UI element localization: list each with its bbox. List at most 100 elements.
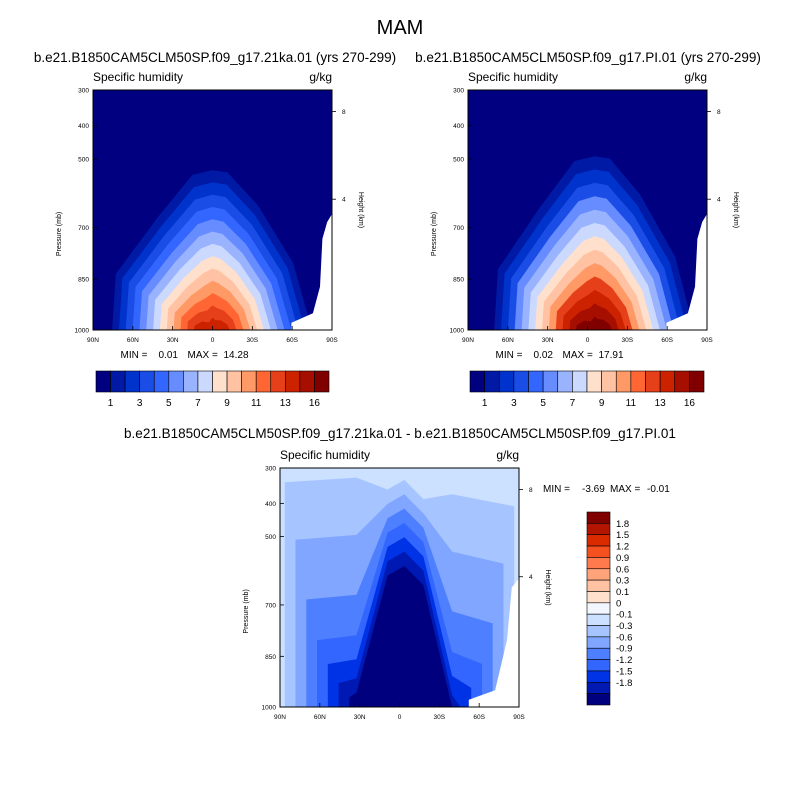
colorbar-box — [299, 370, 315, 393]
colorbar-box — [586, 681, 611, 694]
colorbar-box — [645, 370, 661, 393]
x-tick-label: 60S — [661, 337, 673, 344]
colorbar-box — [226, 370, 242, 393]
x-tick-label: 60N — [127, 337, 139, 344]
stat-min-value: 0.01 — [159, 350, 179, 361]
panel-units-label: g/kg — [496, 448, 519, 462]
x-tick-label: 30N — [542, 337, 554, 344]
colorbar-box — [586, 591, 611, 604]
y-tick-label: 400 — [265, 501, 276, 508]
colorbar-box — [513, 370, 529, 393]
colorbar-label: 13 — [280, 398, 292, 409]
x-tick-label: 0 — [586, 337, 590, 344]
colorbar-box — [659, 370, 676, 393]
x-tick-label: 30N — [354, 714, 366, 721]
colorbar-box — [139, 370, 155, 393]
stat-min-value: 0.02 — [534, 350, 554, 361]
stat-min-value: -3.69 — [582, 484, 605, 495]
colorbar-box — [586, 670, 611, 683]
y-axis-label: Pressure (mb) — [56, 212, 63, 256]
y-tick-label: 400 — [453, 123, 464, 130]
contour-band — [349, 566, 453, 707]
colorbar-box — [498, 370, 515, 393]
terrain-mask — [291, 214, 332, 330]
colorbar-box — [586, 370, 602, 393]
height-tick-label: 4 — [342, 197, 346, 204]
x-tick-label: 30S — [622, 337, 634, 344]
colorbar-label: 16 — [684, 398, 696, 409]
colorbar-label: 5 — [540, 398, 546, 409]
colorbar-label: 0 — [616, 598, 621, 609]
x-tick-label: 90N — [274, 714, 286, 721]
colorbar-box — [469, 370, 485, 393]
colorbar-box — [124, 370, 140, 393]
colorbar-label: 5 — [166, 398, 172, 409]
height-axis-label: Height (km) — [732, 192, 739, 228]
colorbar-box — [601, 370, 617, 393]
y-tick-label: 500 — [78, 156, 89, 163]
y-tick-label: 500 — [453, 156, 464, 163]
colorbar-box — [586, 579, 611, 592]
height-tick-label: 8 — [717, 109, 721, 116]
colorbar-box — [586, 636, 611, 649]
y-tick-label: 300 — [265, 466, 276, 473]
colorbar-box — [255, 370, 272, 393]
colorbar-box — [212, 370, 228, 393]
axis-ticks: 90N 60N 30N 0 30S 60S 90S 300 400 500 700 850 1000 8 4… — [431, 88, 739, 345]
stat-max-value: -0.01 — [647, 484, 670, 495]
panel-pi: b.e21.B1850CAM5CLM50SP.f09_g17.PI.01 (yr… — [415, 50, 761, 409]
x-tick-label: 30S — [247, 337, 259, 344]
y-tick-label: 300 — [78, 88, 89, 95]
contour-field — [93, 90, 332, 330]
x-tick-label: 90N — [462, 337, 474, 344]
colorbar-label: 1.5 — [616, 530, 629, 541]
stat-min-label: MIN = — [543, 484, 570, 495]
colorbar-box — [674, 370, 690, 393]
colorbar-label: 0.6 — [616, 564, 629, 575]
y-tick-label: 500 — [265, 534, 276, 541]
contour-field — [280, 468, 519, 707]
y-tick-label: 1000 — [262, 705, 277, 712]
colorbar-label: 7 — [195, 398, 201, 409]
colorbar: 1 3 5 7 9 11 13 16 — [469, 370, 705, 409]
terrain-mask — [666, 214, 707, 330]
colorbar-box — [285, 370, 301, 393]
panel-title: b.e21.B1850CAM5CLM50SP.f09_g17.PI.01 (yr… — [415, 50, 761, 65]
panel-units-label: g/kg — [684, 70, 707, 84]
x-tick-label: 60S — [286, 337, 298, 344]
axis-ticks: 90N 60N 30N 0 30S 60S 90S 300 400 500 700 850 1000 8 4… — [56, 88, 364, 345]
colorbar-box — [542, 370, 559, 393]
colorbar-label: -0.6 — [616, 632, 632, 643]
stat-max-label: MAX = — [188, 350, 218, 361]
colorbar-label: 3 — [511, 398, 517, 409]
colorbar-box — [586, 693, 611, 706]
colorbar-label: -1.2 — [616, 655, 632, 666]
colorbar-box — [586, 613, 611, 626]
axis-ticks: 90N 60N 30N 0 30S 60S 90S 300 400 500 700 850 1000 8 4… — [243, 466, 551, 722]
colorbar-box — [270, 370, 286, 393]
colorbar-box — [586, 647, 611, 660]
x-tick-label: 0 — [211, 337, 215, 344]
panel-units-label: g/kg — [309, 70, 332, 84]
stat-max-label: MAX = — [610, 484, 640, 495]
colorbar-box — [484, 370, 500, 393]
colorbar-box — [586, 625, 611, 638]
colorbar-box — [110, 370, 126, 393]
x-tick-label: 90N — [87, 337, 99, 344]
y-tick-label: 700 — [265, 602, 276, 609]
colorbar-box — [586, 511, 611, 524]
x-tick-label: 90S — [513, 714, 525, 721]
y-tick-label: 850 — [453, 277, 464, 284]
panel-variable-label: Specific humidity — [93, 70, 183, 84]
y-axis-label: Pressure (mb) — [431, 212, 438, 256]
colorbar-box — [314, 370, 330, 393]
colorbar-box — [689, 370, 705, 393]
colorbar-box — [586, 602, 611, 615]
y-tick-label: 300 — [453, 88, 464, 95]
colorbar-box — [586, 534, 611, 547]
y-tick-label: 850 — [78, 277, 89, 284]
x-tick-label: 60N — [314, 714, 326, 721]
colorbar-label: 1 — [482, 398, 488, 409]
colorbar-label: 9 — [599, 398, 605, 409]
